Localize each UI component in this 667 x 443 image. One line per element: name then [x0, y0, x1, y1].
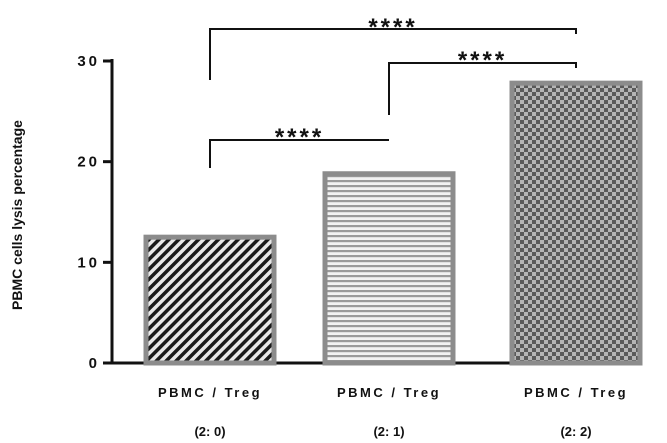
- x-tick-sublabel: (2: 0): [194, 424, 225, 439]
- x-tick-sublabel: (2: 2): [560, 424, 591, 439]
- significance-label: ****: [368, 14, 417, 41]
- x-tick-label: PBMC / Treg: [337, 385, 441, 400]
- y-axis-ticks: 0 10 20 30: [77, 53, 112, 372]
- bar: [509, 80, 643, 366]
- significance-brackets: **** **** ****: [209, 14, 577, 168]
- significance-label: ****: [458, 47, 507, 74]
- significance-bracket: [209, 139, 389, 168]
- bars: [143, 80, 643, 366]
- significance-bracket: [209, 28, 577, 80]
- x-tick-label: PBMC / Treg: [158, 385, 262, 400]
- y-axis-label: PBMC cells lysis percentage: [9, 120, 25, 310]
- x-axis-labels: PBMC / Treg (2: 0) PBMC / Treg (2: 1) PBMC /…: [158, 385, 628, 439]
- y-tick-label: 30: [77, 53, 100, 70]
- bar: [143, 234, 277, 366]
- significance-label: ****: [275, 124, 324, 151]
- y-tick-label: 0: [89, 355, 100, 372]
- significance-bracket: [388, 62, 577, 115]
- y-tick-label: 10: [77, 254, 100, 271]
- x-tick-sublabel: (2: 1): [373, 424, 404, 439]
- bar: [322, 171, 456, 366]
- y-tick-label: 20: [77, 154, 100, 171]
- x-tick-label: PBMC / Treg: [524, 385, 628, 400]
